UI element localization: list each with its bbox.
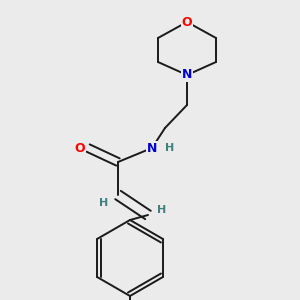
Text: O: O: [182, 16, 192, 28]
Text: H: H: [158, 205, 166, 215]
Text: O: O: [75, 142, 85, 154]
Text: N: N: [182, 68, 192, 82]
Text: H: H: [99, 198, 109, 208]
Text: H: H: [165, 143, 175, 153]
Text: N: N: [147, 142, 157, 154]
